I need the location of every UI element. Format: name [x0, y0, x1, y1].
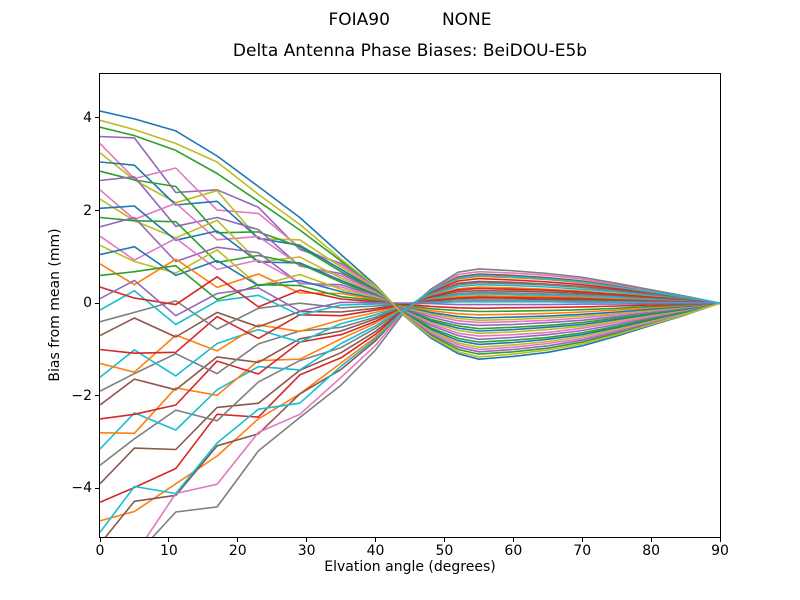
y-tick-mark: [95, 210, 99, 212]
x-tick-mark: [650, 538, 652, 542]
series-line-10: [100, 283, 720, 450]
y-tick-label: 2: [83, 202, 92, 219]
series-line-34: [100, 276, 720, 310]
x-tick-mark: [512, 538, 514, 542]
y-tick-label: 4: [83, 109, 92, 126]
series-line-20: [100, 293, 720, 378]
x-tick-label: 50: [435, 543, 454, 559]
figure-suptitle: FOIA90 NONE: [99, 10, 721, 30]
y-tick-label: −4: [71, 480, 92, 497]
series-line-30: [100, 289, 720, 326]
series-line-19: [100, 198, 720, 335]
series-line-03: [100, 126, 720, 355]
series-line-26: [100, 298, 720, 338]
series-line-39: [100, 119, 720, 358]
suptitle-left-text: FOIA90: [328, 10, 390, 30]
x-tick-mark: [99, 538, 101, 542]
series-line-21: [100, 205, 720, 332]
series-line-35: [100, 279, 720, 317]
series-line-08: [100, 282, 720, 466]
x-tick-label: 80: [642, 543, 661, 559]
series-line-01: [100, 110, 720, 361]
x-tick-mark: [168, 538, 170, 542]
x-tick-label: 60: [504, 543, 523, 559]
series-line-17: [100, 189, 720, 337]
series-line-23: [100, 216, 720, 330]
y-tick-mark: [95, 487, 99, 489]
series-line-07: [100, 142, 720, 351]
x-tick-label: 90: [711, 543, 729, 559]
x-tick-mark: [581, 538, 583, 542]
x-tick-label: 40: [366, 543, 385, 559]
x-tick-mark: [237, 538, 239, 542]
x-tick-label: 30: [297, 543, 316, 559]
series-line-04: [100, 277, 720, 504]
y-tick-label: 0: [83, 295, 92, 312]
series-line-29: [100, 244, 720, 322]
y-axis-label: Bias from mean (mm): [47, 228, 63, 382]
x-tick-mark: [443, 538, 445, 542]
series-line-11: [100, 161, 720, 346]
series-line-25: [100, 216, 720, 327]
plot-area: [99, 73, 721, 538]
series-line-14: [100, 287, 720, 420]
series-lines-svg: [100, 110, 720, 537]
suptitle-right-text: NONE: [441, 10, 492, 30]
series-line-15: [100, 176, 720, 341]
x-tick-label: 20: [228, 543, 247, 559]
y-tick-mark: [95, 302, 99, 304]
series-line-13: [100, 170, 720, 343]
series-line-31: [100, 245, 720, 319]
series-line-33: [100, 264, 720, 313]
x-tick-mark: [306, 538, 308, 542]
x-tick-label: 10: [159, 543, 178, 559]
series-line-32: [100, 258, 720, 316]
series-line-16: [100, 289, 720, 406]
series-line-09: [100, 152, 720, 349]
y-tick-label: −2: [71, 387, 92, 404]
series-line-40: [100, 274, 720, 533]
series-line-27: [100, 235, 720, 324]
x-axis-label: Elvation angle (degrees): [324, 559, 496, 575]
series-line-05: [100, 135, 720, 353]
y-tick-mark: [95, 395, 99, 397]
x-tick-label: 70: [573, 543, 592, 559]
x-tick-mark: [719, 538, 721, 542]
x-tick-mark: [375, 538, 377, 542]
axes-title: Delta Antenna Phase Biases: BeiDOU-E5b: [232, 41, 588, 61]
x-tick-label: 0: [95, 543, 105, 559]
series-line-38: [151, 268, 720, 537]
y-tick-mark: [95, 117, 99, 119]
